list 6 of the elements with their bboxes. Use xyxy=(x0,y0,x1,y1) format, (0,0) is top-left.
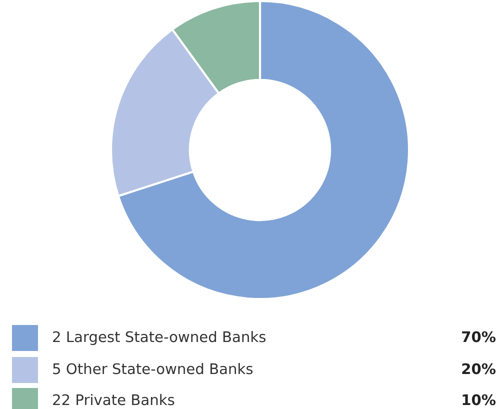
data-label: 10% xyxy=(462,394,496,406)
data-label: 20% xyxy=(462,363,496,374)
data-label: 70% xyxy=(462,331,496,342)
legend-label: 22 Private Banks xyxy=(53,394,174,406)
legend-label: 2 Largest State-owned Banks xyxy=(53,330,266,346)
legend-label: 5 Other State-owned Banks xyxy=(53,362,253,374)
